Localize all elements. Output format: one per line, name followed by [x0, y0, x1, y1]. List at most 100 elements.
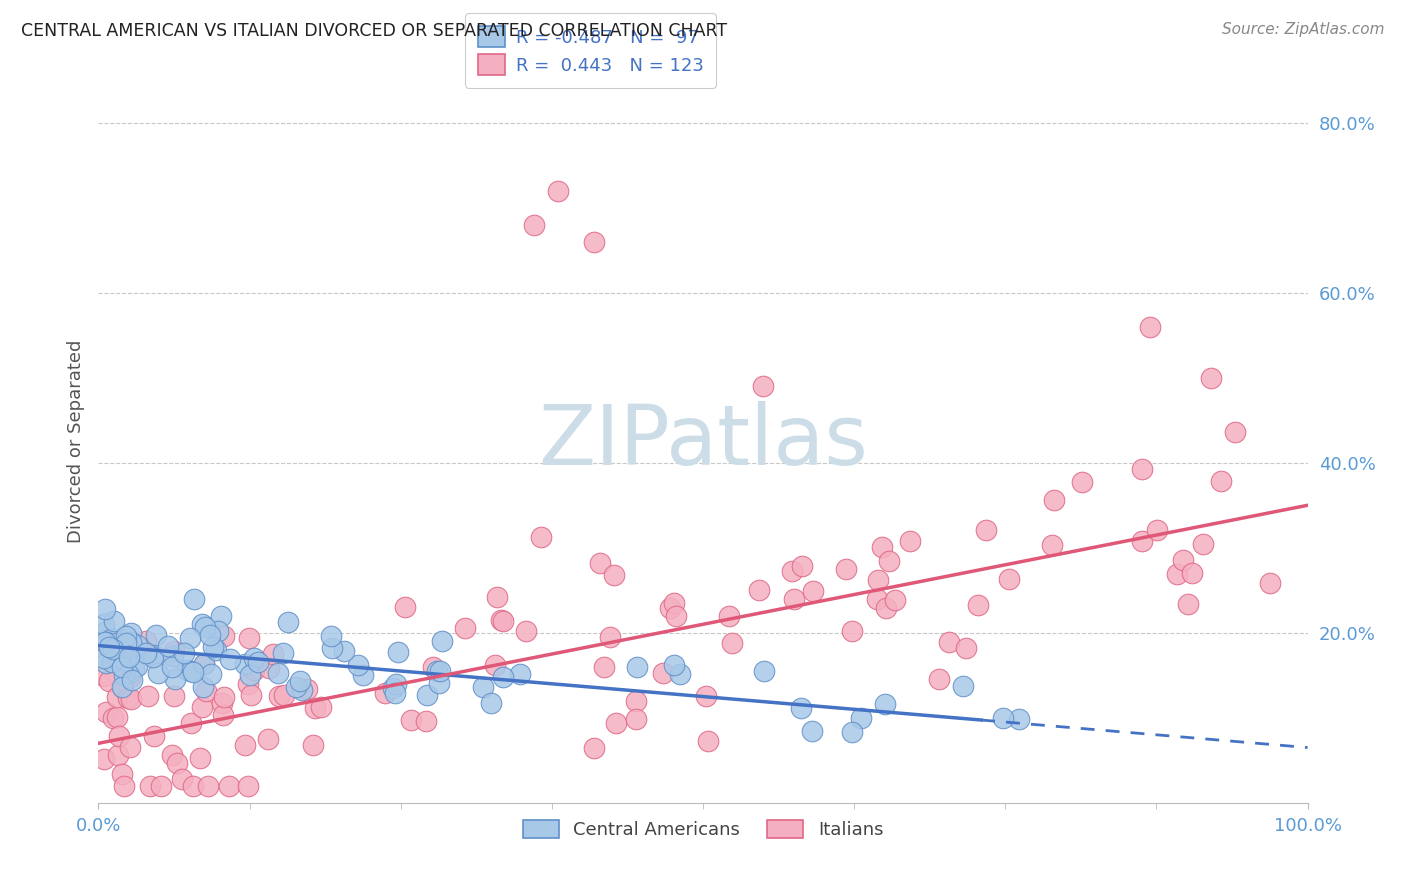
- Point: [662, 658, 685, 673]
- Point: [267, 665, 290, 680]
- Point: [471, 681, 494, 695]
- Point: [875, 601, 897, 615]
- Point: [835, 562, 858, 576]
- Point: [783, 592, 806, 607]
- Point: [93, 752, 115, 766]
- Point: [291, 682, 314, 697]
- Point: [374, 686, 396, 700]
- Point: [122, 640, 145, 654]
- Point: [269, 689, 291, 703]
- Point: [624, 694, 647, 708]
- Point: [197, 779, 219, 793]
- Point: [238, 632, 260, 646]
- Point: [1146, 524, 1168, 538]
- Point: [721, 635, 744, 649]
- Point: [118, 650, 141, 665]
- Point: [352, 667, 374, 681]
- Point: [1258, 576, 1281, 591]
- Point: [103, 615, 125, 629]
- Point: [429, 664, 451, 678]
- Point: [212, 690, 235, 705]
- Point: [285, 680, 308, 694]
- Point: [792, 558, 814, 573]
- Point: [1199, 371, 1222, 385]
- Point: [547, 184, 569, 198]
- Point: [176, 664, 198, 678]
- Point: [1173, 553, 1195, 567]
- Point: [851, 710, 873, 724]
- Point: [309, 700, 332, 714]
- Point: [780, 564, 803, 578]
- Point: [246, 655, 269, 669]
- Point: [194, 684, 217, 698]
- Point: [991, 711, 1014, 725]
- Point: [302, 738, 325, 752]
- Point: [382, 681, 405, 696]
- Point: [135, 634, 157, 648]
- Point: [509, 667, 531, 681]
- Point: [127, 659, 149, 673]
- Point: [955, 641, 977, 656]
- Point: [290, 674, 312, 689]
- Point: [271, 646, 294, 660]
- Point: [218, 779, 240, 793]
- Y-axis label: Divorced or Separated: Divorced or Separated: [66, 340, 84, 543]
- Point: [96, 634, 118, 648]
- Point: [207, 624, 229, 639]
- Point: [454, 621, 477, 635]
- Point: [212, 708, 235, 723]
- Point: [651, 665, 673, 680]
- Point: [928, 673, 950, 687]
- Point: [422, 660, 444, 674]
- Point: [94, 625, 117, 640]
- Point: [198, 628, 221, 642]
- Point: [695, 689, 717, 703]
- Point: [257, 731, 280, 746]
- Point: [235, 738, 257, 752]
- Point: [967, 598, 990, 612]
- Point: [111, 681, 134, 695]
- Point: [592, 660, 614, 674]
- Point: [589, 556, 612, 570]
- Point: [233, 657, 256, 672]
- Point: [111, 660, 134, 674]
- Point: [1130, 462, 1153, 476]
- Text: ZIPatlas: ZIPatlas: [538, 401, 868, 482]
- Point: [492, 614, 515, 628]
- Point: [188, 750, 211, 764]
- Point: [180, 664, 202, 678]
- Point: [104, 644, 127, 658]
- Point: [111, 681, 134, 695]
- Point: [114, 629, 136, 643]
- Point: [239, 668, 262, 682]
- Point: [160, 660, 183, 674]
- Point: [205, 642, 228, 657]
- Point: [332, 643, 354, 657]
- Point: [218, 652, 240, 666]
- Point: [194, 620, 217, 634]
- Point: [384, 686, 406, 700]
- Point: [1166, 566, 1188, 581]
- Point: [163, 644, 186, 658]
- Point: [304, 701, 326, 715]
- Point: [243, 651, 266, 665]
- Point: [427, 675, 450, 690]
- Point: [754, 664, 776, 678]
- Point: [262, 648, 284, 662]
- Point: [179, 631, 201, 645]
- Point: [183, 665, 205, 679]
- Point: [200, 667, 222, 681]
- Point: [163, 689, 186, 703]
- Point: [243, 663, 266, 677]
- Point: [98, 640, 121, 655]
- Point: [624, 712, 647, 726]
- Point: [93, 669, 115, 683]
- Point: [142, 729, 165, 743]
- Point: [211, 697, 233, 711]
- Point: [117, 648, 139, 663]
- Point: [120, 670, 142, 684]
- Point: [122, 661, 145, 675]
- Point: [120, 625, 142, 640]
- Point: [748, 582, 770, 597]
- Point: [952, 679, 974, 693]
